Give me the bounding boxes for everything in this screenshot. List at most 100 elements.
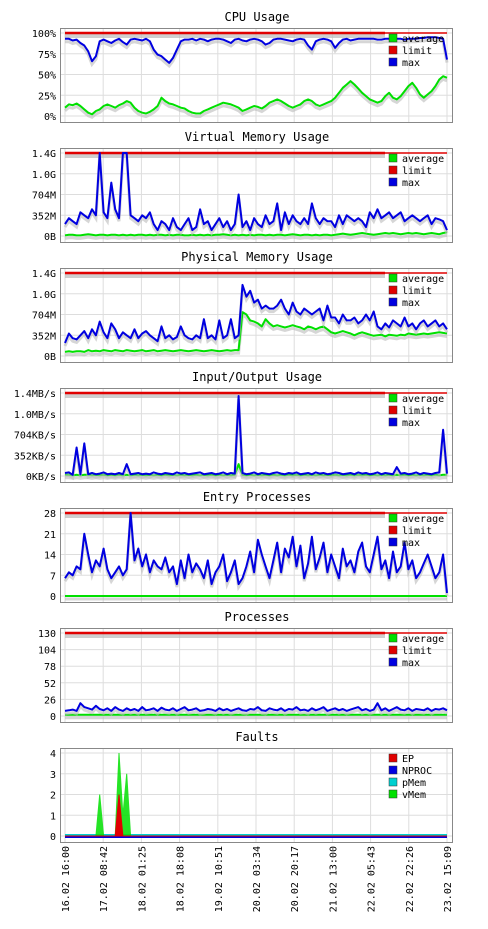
legend-swatch-ep <box>388 753 398 763</box>
chart-title: Entry Processes <box>203 490 311 504</box>
legend-swatch-limit <box>388 405 398 415</box>
chart-title: Faults <box>235 730 278 744</box>
y-tick-label: 75% <box>38 50 56 61</box>
legend-label: average <box>402 634 444 645</box>
max-series-line <box>65 36 448 64</box>
y-tick-label: 130 <box>38 629 56 640</box>
x-tick-label: 22.02 05:43 <box>367 846 378 912</box>
legend-label: NPROC <box>402 766 432 777</box>
legend-swatch-limit <box>388 165 398 175</box>
legend-swatch-max <box>388 57 398 67</box>
y-tick-label: 352M <box>32 331 56 342</box>
chart-panel: Virtual Memory Usage 1.4G 1.0G 704M 352M 0B av… <box>32 130 453 243</box>
legend-label: max <box>402 538 420 549</box>
y-tick-label: 1 <box>50 811 56 822</box>
y-tick-label: 0 <box>50 712 56 723</box>
legend-label: average <box>402 514 444 525</box>
legend-swatch-average <box>388 513 398 523</box>
y-tick-label: 78 <box>44 662 56 673</box>
x-tick-label: 18.02 18:08 <box>176 846 187 912</box>
y-tick-label: 0KB/s <box>26 472 56 483</box>
y-tick-label: 50% <box>38 71 56 82</box>
x-tick-label: 22.02 22:26 <box>405 846 416 912</box>
y-tick-label: 1.4G <box>32 269 56 280</box>
x-tick-label: 20.02 03:34 <box>252 846 263 912</box>
y-tick-label: 28 <box>44 509 56 520</box>
legend-swatch-max <box>388 297 398 307</box>
y-tick-label: 1.4G <box>32 149 56 160</box>
legend-label: limit <box>402 286 432 297</box>
y-tick-label: 1.0G <box>32 290 56 301</box>
legend-label: average <box>402 34 444 45</box>
y-tick-label: 14 <box>44 551 56 562</box>
legend-swatch-max <box>388 657 398 667</box>
legend-swatch-max <box>388 417 398 427</box>
chart-title: CPU Usage <box>224 10 289 24</box>
average-series-line <box>64 75 448 116</box>
legend-label: average <box>402 154 444 165</box>
legend-label: EP <box>402 754 414 765</box>
y-tick-label: 352M <box>32 211 56 222</box>
y-tick-label: 7 <box>50 571 56 582</box>
y-tick-label: 4 <box>50 749 56 760</box>
legend-label: limit <box>402 646 432 657</box>
y-tick-label: 25% <box>38 91 56 102</box>
y-tick-label: 704KB/s <box>14 431 56 442</box>
legend-swatch-pmem <box>388 777 398 787</box>
average-series-line <box>64 311 448 353</box>
x-tick-label: 19.02 10:51 <box>214 846 225 912</box>
legend-swatch-average <box>388 633 398 643</box>
y-tick-label: 1.0MB/s <box>14 410 56 421</box>
max-series-shadow <box>64 398 449 481</box>
legend-label: max <box>402 58 420 69</box>
legend-swatch-vmem <box>388 789 398 799</box>
legend-label: vMem <box>402 790 426 801</box>
y-tick-label: 100% <box>32 29 56 40</box>
max-series-shadow <box>64 703 448 716</box>
legend-label: max <box>402 658 420 669</box>
average-series-shadow <box>64 312 448 357</box>
x-tick-label: 23.02 15:09 <box>443 846 454 912</box>
legend-swatch-limit <box>388 645 398 655</box>
chart-panel: Physical Memory Usage 1.4G 1.0G 704M 352M 0B a… <box>32 250 453 363</box>
max-series-shadow <box>63 287 449 347</box>
y-tick-label: 0% <box>44 112 56 123</box>
legend-swatch-average <box>388 33 398 43</box>
legend-swatch-limit <box>388 45 398 55</box>
max-series-line <box>64 152 448 232</box>
legend-label: max <box>402 298 420 309</box>
legend-label: average <box>402 394 444 405</box>
y-tick-label: 0B <box>44 232 56 243</box>
EP-series-area <box>65 794 447 837</box>
average-series-shadow <box>64 77 448 120</box>
y-tick-label: 26 <box>44 695 56 706</box>
y-tick-label: 0 <box>50 592 56 603</box>
max-series-line <box>64 512 448 594</box>
legend-label: max <box>402 178 420 189</box>
legend-label: limit <box>402 166 432 177</box>
legend-label: limit <box>402 406 432 417</box>
average-series-shadow <box>64 233 448 240</box>
legend-swatch-limit <box>388 525 398 535</box>
y-tick-label: 704M <box>32 191 56 202</box>
y-tick-label: 3 <box>50 770 56 781</box>
chart-title: Processes <box>224 610 289 624</box>
legend-swatch-max <box>388 177 398 187</box>
chart-panel: Input/Output Usage 1.4MB/s 1.0MB/s 704KB/s 3… <box>14 370 453 483</box>
average-series-line <box>64 231 448 237</box>
legend-label: pMem <box>402 778 426 789</box>
max-series-line <box>64 702 448 712</box>
legend-label: max <box>402 418 420 429</box>
max-series-line <box>64 395 448 476</box>
y-tick-label: 1.0G <box>32 170 56 181</box>
x-tick-label: 20.02 20:17 <box>290 846 301 912</box>
